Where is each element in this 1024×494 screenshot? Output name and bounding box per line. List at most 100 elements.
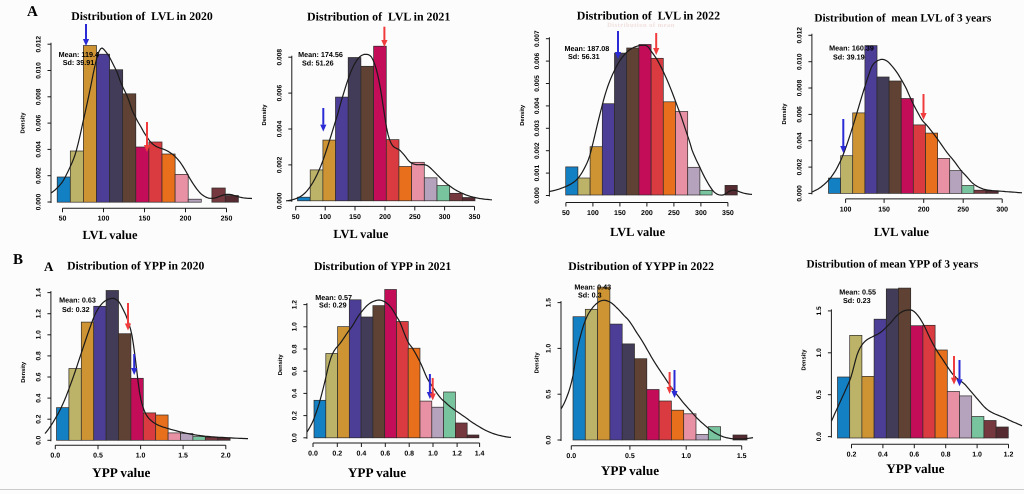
svg-text:Distribution of YPP in 2020: Distribution of YPP in 2020 <box>67 260 204 273</box>
svg-text:300: 300 <box>439 214 451 221</box>
svg-text:300: 300 <box>996 206 1008 213</box>
svg-text:0.5: 0.5 <box>93 453 103 460</box>
svg-text:0.002: 0.002 <box>276 156 283 173</box>
svg-text:0.0: 0.0 <box>308 451 318 458</box>
svg-text:100: 100 <box>319 214 331 221</box>
svg-text:250: 250 <box>957 206 969 213</box>
svg-text:0.012: 0.012 <box>36 36 43 53</box>
svg-text:Sd: 39.91: Sd: 39.91 <box>63 58 95 67</box>
svg-text:1.0: 1.0 <box>972 452 982 459</box>
svg-text:0.4: 0.4 <box>35 393 42 402</box>
svg-text:Distribution of LVL in 2021: Distribution of LVL in 2021 <box>307 9 450 23</box>
svg-text:1.5: 1.5 <box>178 453 188 460</box>
svg-text:0.2: 0.2 <box>332 451 342 458</box>
svg-text:0.2: 0.2 <box>35 414 42 423</box>
svg-text:0.002: 0.002 <box>534 142 541 159</box>
svg-text:0.004: 0.004 <box>796 132 803 149</box>
svg-text:Density: Density <box>781 103 788 125</box>
svg-text:Distribution of mean: Distribution of mean <box>607 22 675 29</box>
svg-text:Mean: 160.39: Mean: 160.39 <box>829 44 874 53</box>
svg-text:50: 50 <box>59 216 67 223</box>
svg-text:0.0: 0.0 <box>50 453 60 460</box>
svg-text:0.5: 0.5 <box>816 390 823 399</box>
svg-text:Density: Density <box>20 112 27 134</box>
svg-text:0.0: 0.0 <box>816 432 823 441</box>
svg-text:1.2: 1.2 <box>452 451 462 458</box>
svg-text:0.0: 0.0 <box>291 433 298 442</box>
svg-text:Sd: 0.32: Sd: 0.32 <box>62 305 90 314</box>
svg-text:0.010: 0.010 <box>36 62 43 79</box>
svg-text:0.008: 0.008 <box>796 79 803 96</box>
svg-text:0.000: 0.000 <box>796 185 803 202</box>
svg-text:1.0: 1.0 <box>546 343 553 352</box>
svg-text:Sd: 39.19: Sd: 39.19 <box>833 53 865 62</box>
svg-text:0.6: 0.6 <box>35 372 42 381</box>
svg-text:150: 150 <box>139 216 151 223</box>
svg-text:1.2: 1.2 <box>1004 452 1014 459</box>
svg-text:Distribution of YPP in 2021: Distribution of YPP in 2021 <box>314 260 451 273</box>
svg-text:0.006: 0.006 <box>276 85 283 102</box>
svg-text:100: 100 <box>587 210 599 217</box>
svg-text:Sd: 0.29: Sd: 0.29 <box>319 301 347 310</box>
svg-text:150: 150 <box>614 210 626 217</box>
svg-text:LVL value: LVL value <box>333 227 388 241</box>
svg-text:1.5: 1.5 <box>737 453 747 460</box>
svg-text:0.000: 0.000 <box>534 187 541 204</box>
svg-text:Density: Density <box>800 349 807 371</box>
svg-text:YPP value: YPP value <box>886 461 944 476</box>
svg-text:0.8: 0.8 <box>404 451 414 458</box>
svg-text:A: A <box>27 4 38 20</box>
svg-text:0.002: 0.002 <box>36 167 43 184</box>
svg-text:0.5: 0.5 <box>546 389 553 398</box>
svg-text:0.000: 0.000 <box>276 192 283 209</box>
svg-text:200: 200 <box>180 216 192 223</box>
svg-text:1.0: 1.0 <box>291 322 298 331</box>
svg-text:0.2: 0.2 <box>847 452 857 459</box>
svg-text:Mean: 0.55: Mean: 0.55 <box>839 288 876 297</box>
svg-text:0.004: 0.004 <box>36 141 43 158</box>
svg-text:50: 50 <box>292 214 300 221</box>
svg-text:Mean: 174.56: Mean: 174.56 <box>298 50 343 59</box>
svg-text:Sd: 0.3: Sd: 0.3 <box>578 291 602 300</box>
svg-text:1.5: 1.5 <box>816 306 823 315</box>
svg-text:Density: Density <box>534 352 541 374</box>
svg-text:Density: Density <box>20 361 27 383</box>
svg-text:0.6: 0.6 <box>380 451 390 458</box>
svg-text:1.4: 1.4 <box>475 451 485 458</box>
svg-text:0.006: 0.006 <box>534 53 541 70</box>
svg-text:0.008: 0.008 <box>36 88 43 105</box>
svg-text:200: 200 <box>641 210 653 217</box>
svg-text:0.6: 0.6 <box>291 366 298 375</box>
svg-text:0.0: 0.0 <box>35 435 42 444</box>
svg-text:0.004: 0.004 <box>276 120 283 137</box>
svg-text:0.006: 0.006 <box>796 106 803 123</box>
svg-text:2.0: 2.0 <box>221 453 231 460</box>
svg-text:1.4: 1.4 <box>35 288 42 297</box>
svg-text:0.2: 0.2 <box>291 411 298 420</box>
svg-text:Distribution of YYPP in 2022: Distribution of YYPP in 2022 <box>568 260 714 273</box>
svg-text:0.4: 0.4 <box>291 388 298 397</box>
svg-text:0.010: 0.010 <box>796 53 803 70</box>
svg-text:Density: Density <box>261 104 268 126</box>
svg-text:YPP value: YPP value <box>348 465 406 480</box>
svg-text:250: 250 <box>409 214 421 221</box>
svg-text:0.0: 0.0 <box>546 435 553 444</box>
svg-text:Sd: 51.26: Sd: 51.26 <box>302 58 334 67</box>
svg-text:A: A <box>44 259 54 274</box>
svg-text:0.002: 0.002 <box>796 159 803 176</box>
svg-text:100: 100 <box>98 216 110 223</box>
svg-text:Mean: 119.4: Mean: 119.4 <box>59 50 99 59</box>
svg-text:1.0: 1.0 <box>681 453 691 460</box>
svg-text:Sd: 0.23: Sd: 0.23 <box>843 296 871 305</box>
svg-text:200: 200 <box>918 206 930 213</box>
svg-text:Density: Density <box>519 104 526 126</box>
svg-text:300: 300 <box>695 210 707 217</box>
svg-text:150: 150 <box>349 214 361 221</box>
svg-text:Distribution of mean LVL of 3: Distribution of mean LVL of 3 years <box>814 12 991 24</box>
svg-text:YPP value: YPP value <box>92 465 150 480</box>
svg-text:0.005: 0.005 <box>534 75 541 92</box>
svg-text:Density: Density <box>277 354 284 376</box>
svg-text:250: 250 <box>221 216 233 223</box>
svg-text:0.008: 0.008 <box>276 49 283 66</box>
svg-text:0.6: 0.6 <box>909 452 919 459</box>
